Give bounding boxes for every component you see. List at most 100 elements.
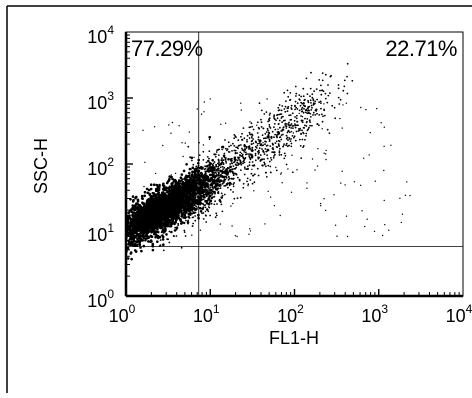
scatter-point <box>314 100 317 103</box>
scatter-point <box>253 190 255 192</box>
scatter-point <box>296 124 298 127</box>
y-axis-ticks <box>126 34 133 297</box>
scatter-point <box>264 148 267 150</box>
scatter-point <box>201 186 204 189</box>
scatter-point <box>157 207 160 210</box>
scatter-point <box>251 139 254 142</box>
scatter-point <box>233 197 236 200</box>
scatter-point <box>195 199 199 202</box>
scatter-point <box>320 102 322 104</box>
scatter-point <box>294 123 296 125</box>
scatter-point <box>310 71 312 74</box>
scatter-point <box>207 182 209 185</box>
scatter-point <box>305 125 308 127</box>
scatter-point <box>297 128 300 130</box>
scatter-point <box>135 243 139 247</box>
scatter-point <box>168 210 172 213</box>
scatter-point <box>193 174 196 177</box>
scatter-point <box>286 110 289 113</box>
scatter-point <box>208 163 211 167</box>
scatter-point <box>134 203 137 207</box>
scatter-point <box>299 138 301 141</box>
scatter-point <box>141 225 144 228</box>
scatter-point <box>135 217 138 220</box>
scatter-point <box>194 215 197 217</box>
scatter-point <box>133 229 136 232</box>
scatter-point <box>284 110 287 113</box>
scatter-point <box>224 147 227 150</box>
scatter-point <box>193 188 196 191</box>
scatter-point <box>194 219 197 222</box>
scatter-point <box>149 226 151 228</box>
scatter-point <box>214 192 216 195</box>
scatter-point <box>291 125 294 127</box>
scatter-point <box>219 166 222 169</box>
scatter-point <box>167 238 170 241</box>
scatter-point <box>240 109 242 111</box>
scatter-point <box>180 206 183 209</box>
scatter-point <box>268 114 271 116</box>
scatter-point <box>261 148 263 150</box>
scatter-point <box>273 115 275 118</box>
scatter-point <box>210 166 214 169</box>
scatter-point <box>294 124 297 127</box>
scatter-point <box>155 183 159 187</box>
scatter-point <box>205 182 208 184</box>
scatter-point <box>301 138 304 141</box>
scatter-point <box>247 183 250 186</box>
scatter-point <box>183 229 186 232</box>
scatter-point <box>232 185 235 188</box>
scatter-point <box>255 141 258 144</box>
scatter-point <box>269 165 272 168</box>
scatter-point <box>271 142 274 145</box>
scatter-point <box>229 165 232 168</box>
scatter-point <box>198 154 201 157</box>
scatter-point <box>206 156 209 158</box>
scatter-point <box>275 145 278 148</box>
scatter-point <box>142 230 145 234</box>
scatter-point <box>220 196 223 199</box>
scatter-point <box>126 257 130 260</box>
scatter-point <box>306 118 309 120</box>
scatter-point <box>168 124 170 126</box>
scatter-point <box>221 176 224 178</box>
scatter-point <box>241 139 244 141</box>
scatter-point <box>284 119 286 122</box>
scatter-point <box>162 185 166 188</box>
scatter-point <box>179 176 183 179</box>
scatter-point <box>265 150 268 153</box>
scatter-point <box>401 213 404 215</box>
scatter-point <box>176 208 179 211</box>
scatter-point <box>298 109 301 112</box>
scatter-point <box>234 135 237 138</box>
scatter-point <box>224 172 227 175</box>
scatter-point <box>300 132 302 135</box>
scatter-point <box>185 163 188 166</box>
scatter-point <box>211 163 214 166</box>
scatter-point <box>280 113 283 115</box>
scatter-point <box>205 178 207 181</box>
scatter-point <box>165 218 168 221</box>
scatter-point <box>298 94 301 96</box>
scatter-point <box>167 221 170 225</box>
scatter-point <box>151 229 155 232</box>
scatter-point <box>337 84 340 86</box>
scatter-point <box>249 158 252 161</box>
scatter-point <box>248 131 251 134</box>
scatter-point <box>220 123 222 126</box>
scatter-point <box>307 99 309 102</box>
scatter-point <box>206 179 209 181</box>
scatter-point <box>306 112 309 115</box>
scatter-point <box>190 187 193 190</box>
scatter-point <box>231 168 234 171</box>
scatter-point <box>373 230 376 233</box>
scatter-point <box>322 115 324 118</box>
scatter-point <box>376 107 378 110</box>
scatter-point <box>171 121 174 124</box>
scatter-point <box>223 193 226 196</box>
scatter-point <box>214 155 217 158</box>
scatter-point <box>244 144 247 147</box>
scatter-point <box>158 205 162 208</box>
scatter-point <box>343 79 346 82</box>
